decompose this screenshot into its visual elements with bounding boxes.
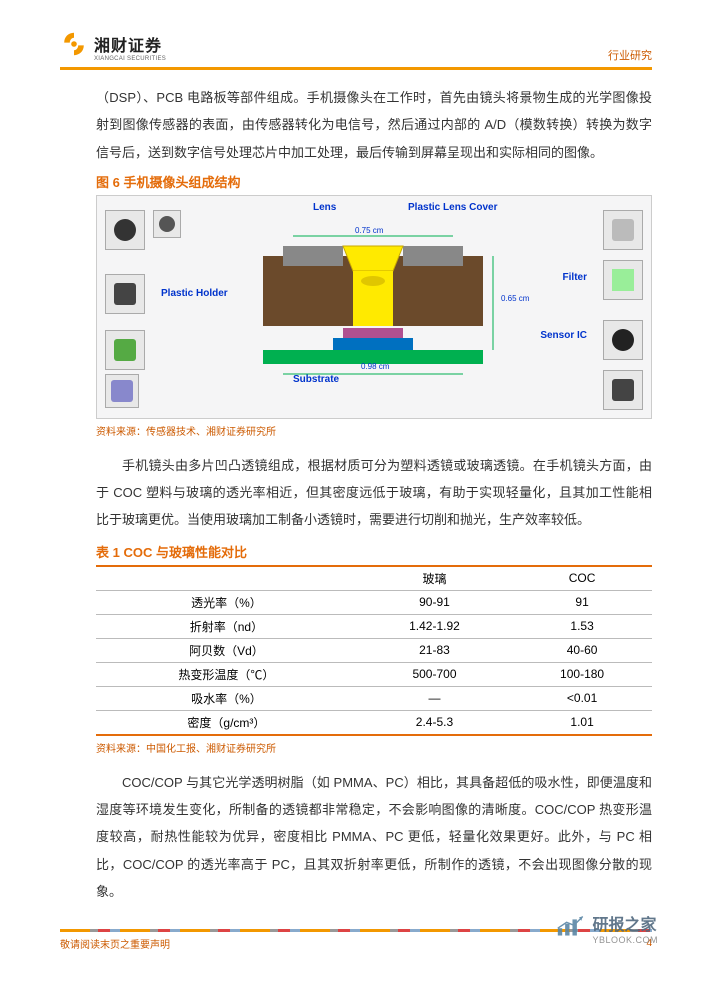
table-cell: 折射率（nd） xyxy=(96,614,357,638)
table-1: 玻璃 COC 透光率（%）90-9191 折射率（nd）1.42-1.921.5… xyxy=(96,565,652,736)
table-cell: 90-91 xyxy=(357,590,512,614)
table-cell: 100-180 xyxy=(512,662,652,686)
table-cell: 2.4-5.3 xyxy=(357,710,512,735)
thumb-lens-top-icon xyxy=(105,210,145,250)
header-category: 行业研究 xyxy=(608,47,652,63)
logo-text-en: XIANGCAI SECURITIES xyxy=(94,56,166,62)
label-sensor: Sensor IC xyxy=(540,330,587,341)
dim-top: 0.75 cm xyxy=(355,226,383,235)
thumb-lens-top2-icon xyxy=(153,210,181,238)
fig-text: 手机摄像头组成结构 xyxy=(123,175,240,190)
table-1-title: 表 1 COC 与玻璃性能对比 xyxy=(96,542,652,561)
logo-icon xyxy=(60,30,88,63)
table-cell: 阿贝数（Vd） xyxy=(96,638,357,662)
figure-6: Lens Plastic Lens Cover Plastic Holder F… xyxy=(96,195,652,419)
logo-text-cn: 湘财证券 xyxy=(94,32,166,56)
table-cell: <0.01 xyxy=(512,686,652,710)
logo: 湘财证券 XIANGCAI SECURITIES xyxy=(60,30,166,63)
table-head: COC xyxy=(512,566,652,591)
table-cell: 500-700 xyxy=(357,662,512,686)
table-cell: 吸水率（%） xyxy=(96,686,357,710)
label-cover: Plastic Lens Cover xyxy=(408,202,497,213)
fig-prefix: 图 6 xyxy=(96,175,120,190)
table-cell: — xyxy=(357,686,512,710)
label-filter: Filter xyxy=(563,272,587,283)
table-cell: 1.42-1.92 xyxy=(357,614,512,638)
table-cell: 40-60 xyxy=(512,638,652,662)
paragraph-2: 手机镜头由多片凹凸透镜组成，根据材质可分为塑料透镜或玻璃透镜。在手机镜头方面，由… xyxy=(96,452,652,534)
thumb-holder2-icon xyxy=(105,330,145,370)
watermark-cn: 研报之家 xyxy=(592,911,658,935)
label-lens: Lens xyxy=(313,202,336,213)
table-cell: 91 xyxy=(512,590,652,614)
thumb-filter-icon xyxy=(603,260,643,300)
thumb-holder-icon xyxy=(105,274,145,314)
paragraph-1: （DSP）、PCB 电路板等部件组成。手机摄像头在工作时，首先由镜头将景物生成的… xyxy=(96,84,652,166)
paragraph-3: COC/COP 与其它光学透明树脂（如 PMMA、PC）相比，其具备超低的吸水性… xyxy=(96,769,652,905)
table-head xyxy=(96,566,357,591)
thumb-sensor2-icon xyxy=(603,370,643,410)
watermark-icon xyxy=(556,915,586,942)
table-1-source: 资料来源：中国化工报、湘财证券研究所 xyxy=(96,740,652,755)
label-holder: Plastic Holder xyxy=(161,288,228,299)
table-cell: 1.01 xyxy=(512,710,652,735)
table-cell: 热变形温度（℃） xyxy=(96,662,357,686)
thumb-sensor-icon xyxy=(603,320,643,360)
table-head: 玻璃 xyxy=(357,566,512,591)
label-substrate: Substrate xyxy=(293,374,339,385)
dim-right: 0.65 cm xyxy=(501,294,529,303)
footer-notice: 敬请阅读末页之重要声明 xyxy=(60,936,170,951)
watermark-en: YBLOOK.COM xyxy=(592,935,658,945)
figure-6-title: 图 6 手机摄像头组成结构 xyxy=(96,172,652,191)
thumb-cover-icon xyxy=(603,210,643,250)
figure-6-source: 资料来源：传感器技术、湘财证券研究所 xyxy=(96,423,652,438)
page-header: 湘财证券 XIANGCAI SECURITIES 行业研究 xyxy=(60,30,652,70)
dim-bottom: 0.98 cm xyxy=(361,362,389,371)
watermark: 研报之家 YBLOOK.COM xyxy=(556,911,658,945)
table-cell: 透光率（%） xyxy=(96,590,357,614)
table-cell: 1.53 xyxy=(512,614,652,638)
thumb-substrate-icon xyxy=(105,374,139,408)
table-cell: 密度（g/cm³） xyxy=(96,710,357,735)
table-cell: 21-83 xyxy=(357,638,512,662)
